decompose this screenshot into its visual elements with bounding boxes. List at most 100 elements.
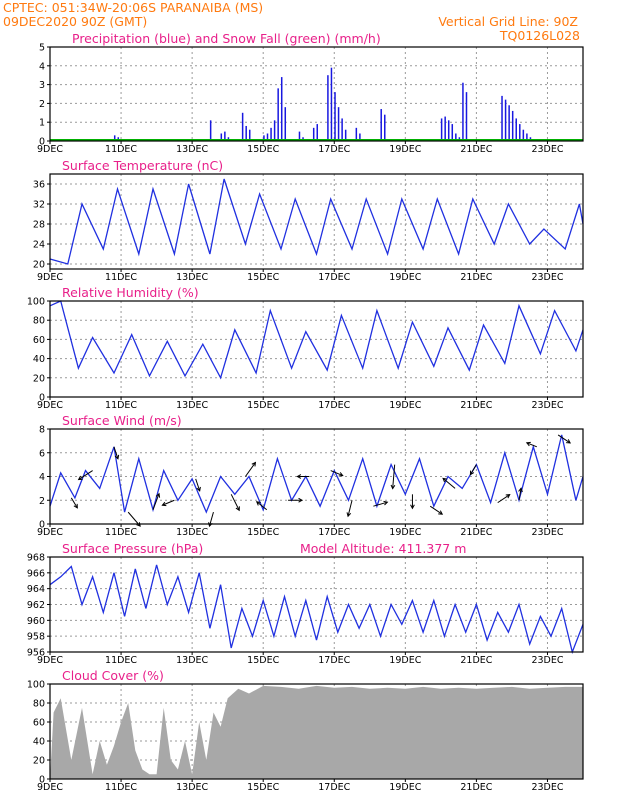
y-tick-label: 20 [33, 373, 45, 384]
wind-arrow [469, 464, 477, 475]
x-tick-label: 23DEC [531, 272, 563, 283]
precip-bar [359, 133, 361, 141]
y-tick-label: 32 [33, 200, 45, 211]
x-tick-label: 13DEC [176, 655, 208, 666]
wind-arrow-head [161, 501, 167, 507]
header-run-date: 09DEC2020 90Z (GMT) [3, 14, 147, 29]
precip-bar [209, 120, 212, 141]
y-tick-label: 36 [33, 180, 45, 191]
wind-arrow [526, 442, 537, 448]
x-tick-label: 11DEC [105, 527, 137, 538]
x-tick-label: 9DEC [37, 400, 63, 411]
panel-cloud: 0 20 40 60 80 100 9DEC 11DEC 13DEC 15DEC 17DEC 19DE… [27, 668, 584, 793]
precip-bar [266, 133, 269, 141]
wind-arrow-head [155, 492, 161, 498]
precip-bar [334, 92, 336, 141]
wind-arrow-head [338, 472, 344, 477]
wind-arrow-head [518, 487, 523, 493]
wind-arrow-head [255, 501, 261, 506]
x-tick-label: 15DEC [247, 272, 279, 283]
wind-arrow-head [410, 504, 415, 510]
x-tick-label: 17DEC [318, 400, 350, 411]
wind-arrow [113, 446, 119, 459]
precip-bar [444, 116, 446, 141]
plot-frame [49, 173, 584, 270]
precip-bar [270, 127, 272, 141]
precip-bar [440, 118, 443, 141]
wind-arrow [152, 493, 160, 510]
precip-bar [312, 127, 315, 141]
y-tick-label: 4 [39, 472, 45, 483]
precip-bar [280, 77, 283, 141]
y-tick-label: 100 [27, 297, 45, 308]
y-tick-label: 966 [27, 568, 45, 579]
x-tick-label: 23DEC [531, 400, 563, 411]
precip-bar [465, 92, 468, 141]
panels: 0 1 2 3 4 5 9DEC 11DEC 13DEC 15DEC 17DEC 19DEC 21DEC… [27, 31, 584, 793]
y-tick-label: 2 [39, 99, 45, 110]
wind-arrow-head [73, 503, 78, 509]
precip-bar [277, 88, 279, 141]
precip-bar [316, 124, 318, 141]
pressure-series-line [49, 564, 584, 655]
wind-arrow-head [390, 484, 396, 490]
x-tick-label: 19DEC [389, 400, 421, 411]
x-tick-label: 17DEC [318, 272, 350, 283]
x-tick-label: 9DEC [37, 144, 63, 155]
x-tick-label: 13DEC [176, 782, 208, 793]
y-tick-label: 4 [39, 61, 45, 72]
panel-title: Relative Humidity (%) [62, 285, 199, 300]
precip-bar [220, 133, 223, 141]
precip-bar [384, 114, 386, 141]
x-tick-label: 21DEC [460, 527, 492, 538]
wind-arrow-head [114, 454, 120, 460]
y-tick-label: 958 [27, 632, 45, 643]
x-tick-label: 13DEC [176, 400, 208, 411]
x-tick-label: 13DEC [176, 144, 208, 155]
x-tick-label: 11DEC [105, 144, 137, 155]
y-tick-label: 3 [39, 80, 45, 91]
y-tick-label: 20 [33, 756, 45, 767]
precip-bar [224, 131, 226, 141]
x-tick-label: 9DEC [37, 272, 63, 283]
x-tick-label: 11DEC [105, 782, 137, 793]
wind-arrow [230, 494, 240, 511]
y-tick-label: 80 [33, 699, 45, 710]
x-tick-label: 19DEC [389, 144, 421, 155]
wind-arrow [392, 464, 396, 489]
precip-bar [522, 129, 525, 141]
x-tick-label: 21DEC [460, 144, 492, 155]
wind-arrow [162, 499, 175, 506]
wind-series-line [49, 434, 584, 514]
y-tick-label: 40 [33, 737, 45, 748]
y-tick-label: 60 [33, 335, 45, 346]
y-tick-label: 40 [33, 354, 45, 365]
panel-temp: 20 24 28 32 36 9DEC 11DEC 13DEC 15DEC 17DEC 19DEC 2… [33, 158, 584, 283]
y-tick-label: 2 [39, 496, 45, 507]
x-tick-label: 15DEC [247, 655, 279, 666]
precip-bar [451, 124, 454, 141]
x-tick-label: 9DEC [37, 655, 63, 666]
panel-wind: 0 2 4 6 8 9DEC 11DEC 13DEC 15DEC 17DEC 19DEC 21DEC 2… [37, 413, 584, 538]
x-tick-label: 17DEC [318, 144, 350, 155]
wind-arrow [195, 478, 201, 492]
wind-arrow-head [251, 461, 257, 467]
panel-precip: 0 1 2 3 4 5 9DEC 11DEC 13DEC 15DEC 17DEC 19DEC 21DEC… [37, 31, 584, 155]
panel-title: Cloud Cover (%) [62, 668, 164, 683]
wind-arrow-head [505, 494, 511, 499]
precip-bar [511, 110, 514, 141]
plot-frame [49, 46, 584, 142]
precip-bar [245, 125, 247, 141]
precip-bar [337, 107, 340, 141]
panel-title: Precipitation (blue) and Snow Fall (gree… [72, 31, 381, 46]
x-tick-label: 23DEC [531, 144, 563, 155]
wind-arrow-head [566, 439, 571, 444]
panel-title: Surface Wind (m/s) [62, 413, 182, 428]
wind-arrow-head [296, 474, 302, 479]
header-location: CPTEC: 051:34W-20:06S PARANAIBA (MS) [3, 0, 263, 15]
header-model: TQ0126L028 [499, 28, 580, 43]
temp-series-line [49, 178, 584, 265]
precip-bar [462, 82, 464, 141]
y-tick-label: 6 [39, 448, 45, 459]
